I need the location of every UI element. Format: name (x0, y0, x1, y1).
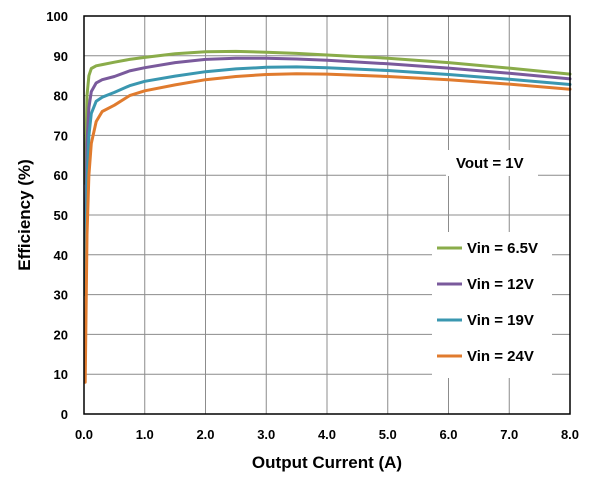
series-line-4 (83, 72, 572, 384)
x-tick-label: 8.0 (561, 427, 579, 442)
annotation-background (446, 150, 538, 176)
legend-label: Vin = 19V (467, 312, 534, 329)
x-tick-label: 1.0 (136, 427, 154, 442)
y-tick-label: 30 (54, 288, 68, 303)
y-tick-label: 60 (54, 168, 68, 183)
legend-label: Vin = 6.5V (467, 240, 538, 257)
x-axis-title: Output Current (A) (252, 453, 402, 472)
y-tick-labels: 0 10 20 30 40 50 60 70 80 90 100 (46, 9, 68, 422)
y-tick-label: 70 (54, 128, 68, 143)
plot-frame (83, 15, 571, 415)
y-tick-label: 20 (54, 327, 68, 342)
x-tick-label: 2.0 (196, 427, 214, 442)
y-tick-label: 40 (54, 248, 68, 263)
series-line-1 (83, 49, 572, 185)
y-tick-label: 100 (46, 9, 68, 24)
x-tick-label: 5.0 (379, 427, 397, 442)
y-tick-label: 50 (54, 208, 68, 223)
x-tick-label: 4.0 (318, 427, 336, 442)
y-tick-label: 90 (54, 49, 68, 64)
legend: Vin = 6.5V Vin = 12V Vin = 19V Vin = 24V (432, 232, 552, 378)
legend-background (432, 232, 552, 378)
x-tick-label: 6.0 (439, 427, 457, 442)
vout-annotation: Vout = 1V (456, 155, 524, 172)
x-tick-label: 3.0 (257, 427, 275, 442)
legend-label: Vin = 12V (467, 276, 534, 293)
x-tick-labels: 0.0 1.0 2.0 3.0 4.0 5.0 6.0 7.0 8.0 (75, 427, 579, 442)
y-axis-title: Efficiency (%) (15, 159, 34, 270)
x-tick-label: 0.0 (75, 427, 93, 442)
y-tick-label: 10 (54, 367, 68, 382)
series-lines (83, 49, 572, 384)
series-line-3 (83, 65, 572, 297)
y-tick-label: 80 (54, 89, 68, 104)
series-line-2 (83, 56, 572, 257)
x-tick-label: 7.0 (500, 427, 518, 442)
y-tick-label: 0 (61, 407, 68, 422)
legend-label: Vin = 24V (467, 348, 534, 365)
